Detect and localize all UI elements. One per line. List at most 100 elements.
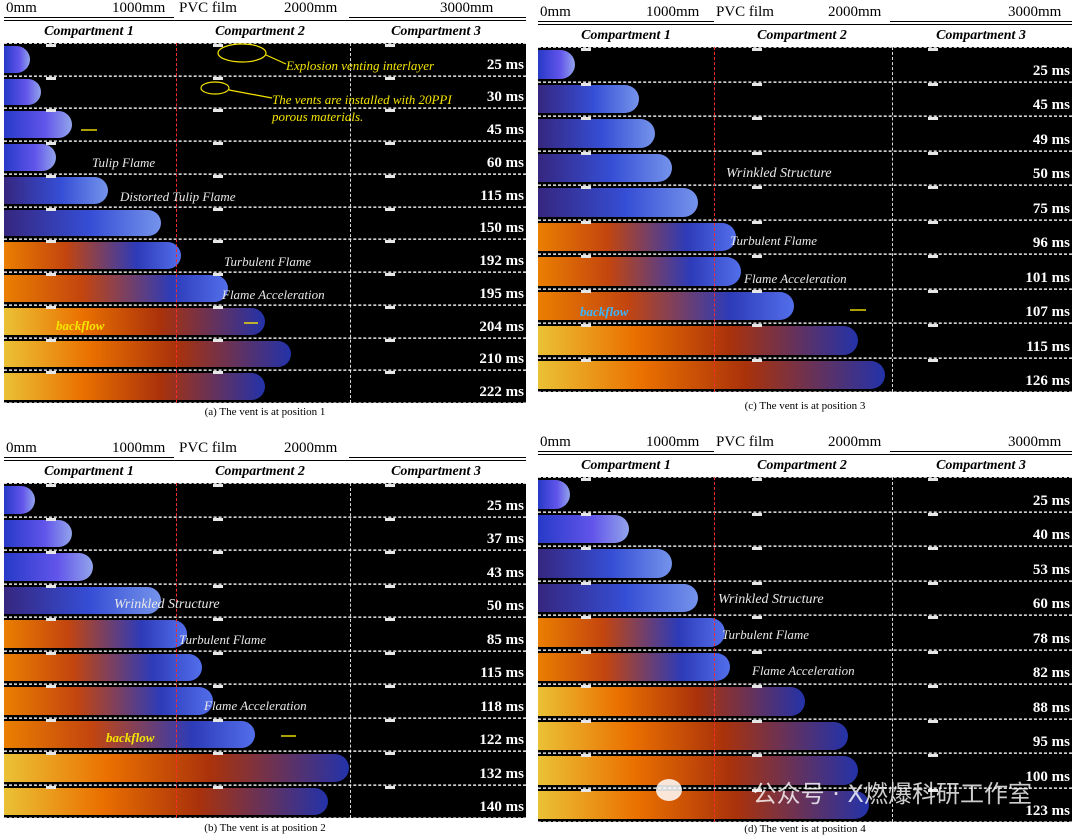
sensor-marker: [385, 685, 396, 688]
flame-front: [538, 291, 795, 320]
compartment-2-label: Compartment 2: [215, 464, 305, 479]
scale-ruler: 0mm 1000mm PVC film 2000mm 3000mm: [538, 4, 1072, 22]
sensor-marker: [751, 581, 762, 585]
time-label: 75 ms: [1032, 200, 1070, 217]
time-label: 50 ms: [486, 598, 524, 614]
frame-separator: [4, 751, 526, 752]
note-backflow: backflow: [56, 318, 105, 333]
sensor-marker: [751, 616, 762, 619]
time-label: 150 ms: [479, 220, 524, 237]
caption-d: (d) The vent is at position 4: [744, 823, 866, 835]
sensor-marker: [212, 718, 223, 722]
frame-separator: [4, 370, 526, 372]
time-label: 115 ms: [480, 665, 524, 681]
frame-separator: [538, 580, 1072, 582]
frame-separator: [4, 108, 526, 110]
scale-ruler: 0mm 1000mm PVC film 2000mm 3000mm: [4, 0, 526, 18]
flame-front: [4, 620, 187, 648]
scale-0mm: 0mm: [540, 4, 571, 20]
frame-separator: [4, 617, 526, 618]
sensor-marker: [45, 109, 56, 113]
time-label: 107 ms: [1025, 304, 1070, 320]
compartment-2-label: Compartment 2: [757, 28, 847, 43]
scale-pvc-film: PVC film: [716, 4, 774, 20]
note-explosion-venting: Explosion venting interlayer: [286, 58, 435, 73]
flame-front: [538, 326, 859, 355]
frame-separator: [538, 149, 1072, 151]
sensor-marker: [927, 512, 938, 516]
frame-separator: [4, 172, 526, 174]
flame-front: [4, 687, 213, 715]
sensor-marker: [927, 478, 938, 481]
flame-front: [538, 222, 736, 251]
sensor-marker: [927, 719, 938, 723]
flame-front: [538, 257, 741, 286]
compartment-1-label: Compartment 1: [44, 464, 134, 479]
frame-separator: [538, 356, 1072, 358]
note-backflow: backflow: [580, 304, 629, 319]
sensor-marker: [212, 76, 223, 80]
sensor-marker: [212, 109, 223, 113]
frame-separator: [538, 323, 1072, 324]
time-label: 45 ms: [1032, 97, 1070, 113]
sensor-marker: [212, 484, 223, 487]
sensor-marker: [927, 650, 938, 654]
sensor-marker: [212, 240, 223, 244]
flame-front: [538, 360, 886, 389]
flame-frame: 40 ms: [538, 511, 1072, 546]
sensor-marker: [45, 618, 56, 621]
time-label: 37 ms: [486, 531, 524, 547]
flame-front: [4, 373, 265, 400]
frame-stack: 25 ms 37 ms 43 ms 50 ms 85 ms 115 ms 118 ms 122…: [4, 483, 526, 818]
frame-separator: [538, 218, 1072, 220]
frame-separator: [4, 515, 526, 517]
sensor-marker: [927, 788, 938, 792]
flame-frame: 118 ms: [4, 684, 526, 718]
note-flame-acceleration: Flame Acceleration: [744, 271, 847, 286]
frame-separator: [4, 750, 526, 751]
sensor-marker: [385, 174, 396, 178]
frame-separator: [4, 817, 526, 818]
frame-separator: [538, 80, 1072, 82]
time-label: 45 ms: [486, 122, 524, 139]
frame-separator: [538, 322, 1072, 323]
sensor-marker: [45, 718, 56, 722]
sensor-marker: [385, 584, 396, 588]
frame-separator: [538, 288, 1072, 290]
sensor-marker: [212, 517, 223, 521]
time-label: 222 ms: [479, 383, 524, 400]
flame-front: [4, 307, 265, 335]
flame-frame: 122 ms: [4, 717, 526, 751]
frame-stack: 25 ms 30 ms 45 ms 60 ms 115 ms 150 ms 192 ms 19…: [4, 43, 526, 403]
time-label: 82 ms: [1032, 665, 1070, 681]
time-label: 101 ms: [1025, 269, 1070, 286]
frame-separator: [538, 545, 1072, 546]
sensor-marker: [580, 719, 591, 723]
flame-front: [538, 721, 848, 750]
time-label: 126 ms: [1025, 373, 1070, 389]
frame-stack: 25 ms 45 ms 49 ms 50 ms 75 ms 96 ms 101 ms 107 …: [538, 47, 1072, 392]
scale-2000mm: 2000mm: [828, 434, 882, 450]
time-label: 50 ms: [1032, 166, 1070, 182]
sensor-marker: [212, 685, 223, 688]
time-label: 100 ms: [1025, 768, 1070, 785]
flame-frame: 43 ms: [4, 550, 526, 584]
frame-separator: [4, 206, 526, 208]
sensor-marker: [385, 517, 396, 521]
frame-separator: [4, 238, 526, 240]
sensor-marker: [927, 48, 938, 51]
frame-separator: [538, 219, 1072, 221]
note-turbulent-flame: Turbulent Flame: [730, 233, 818, 248]
flame-frame: 126 ms: [538, 357, 1072, 392]
sensor-marker: [212, 584, 223, 588]
sensor-marker: [580, 186, 591, 189]
frame-separator: [4, 783, 526, 785]
flame-front: [4, 111, 72, 139]
sensor-marker: [45, 207, 56, 211]
time-label: 53 ms: [1032, 561, 1070, 578]
frame-separator: [538, 287, 1072, 289]
sensor-marker: [751, 512, 762, 516]
flame-front: [4, 519, 72, 547]
note-wrinkled-structure: Wrinkled Structure: [726, 166, 832, 181]
flame-frame: 96 ms: [538, 219, 1072, 254]
